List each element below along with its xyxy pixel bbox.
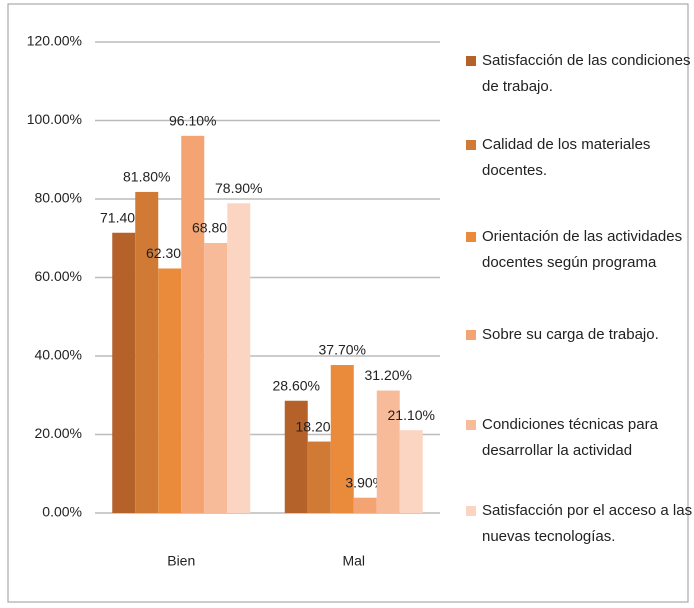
bar [204, 242, 228, 513]
bar [284, 400, 308, 513]
legend-label: Satisfacción de las condiciones de traba… [482, 52, 691, 95]
legend-label: Condiciones técnicas para desarrollar la… [482, 416, 658, 459]
data-label: 21.10% [388, 407, 435, 423]
data-label: 37.70% [319, 342, 366, 358]
legend-swatch [466, 56, 476, 66]
legend-entry: Satisfacción por el acceso a las nuevas … [466, 498, 694, 550]
bar [353, 497, 377, 513]
x-tick-label: Bien [167, 553, 195, 569]
y-tick-label: 0.00% [42, 504, 82, 520]
legend-swatch [466, 232, 476, 242]
y-tick-label: 80.00% [35, 190, 82, 206]
legend-swatch [466, 420, 476, 430]
legend-entry: Calidad de los materiales docentes. [466, 132, 694, 184]
legend-swatch [466, 506, 476, 516]
legend-entry: Condiciones técnicas para desarrollar la… [466, 412, 694, 464]
x-tick-label: Mal [342, 553, 365, 569]
legend-label: Sobre su carga de trabajo. [482, 326, 659, 343]
y-tick-label: 60.00% [35, 268, 82, 284]
legend-label: Satisfacción por el acceso a las nuevas … [482, 502, 693, 545]
bar [376, 390, 400, 513]
legend-entry: Satisfacción de las condiciones de traba… [466, 48, 694, 100]
bar [181, 135, 205, 513]
data-label: 81.80% [123, 169, 170, 185]
y-tick-label: 120.00% [27, 33, 82, 49]
bar [399, 430, 423, 513]
legend-entry: Sobre su carga de trabajo. [466, 322, 694, 348]
bar [330, 365, 354, 513]
y-tick-label: 40.00% [35, 347, 82, 363]
legend-entry: Orientación de las actividades docentes … [466, 224, 694, 276]
bar [307, 441, 331, 513]
data-label: 96.10% [169, 113, 216, 129]
chart-border [7, 3, 689, 603]
legend-label: Orientación de las actividades docentes … [482, 228, 683, 271]
legend-swatch [466, 140, 476, 150]
bar [158, 268, 182, 513]
data-label: 78.90% [215, 180, 262, 196]
bar [112, 232, 136, 513]
bar [227, 203, 251, 513]
legend-swatch [466, 330, 476, 340]
bar [135, 191, 159, 513]
data-label: 28.60% [273, 377, 320, 393]
y-tick-label: 20.00% [35, 425, 82, 441]
data-label: 31.20% [365, 367, 412, 383]
legend-label: Calidad de los materiales docentes. [482, 136, 651, 179]
data-label: 3.90% [345, 474, 385, 490]
y-tick-label: 100.00% [27, 111, 82, 127]
